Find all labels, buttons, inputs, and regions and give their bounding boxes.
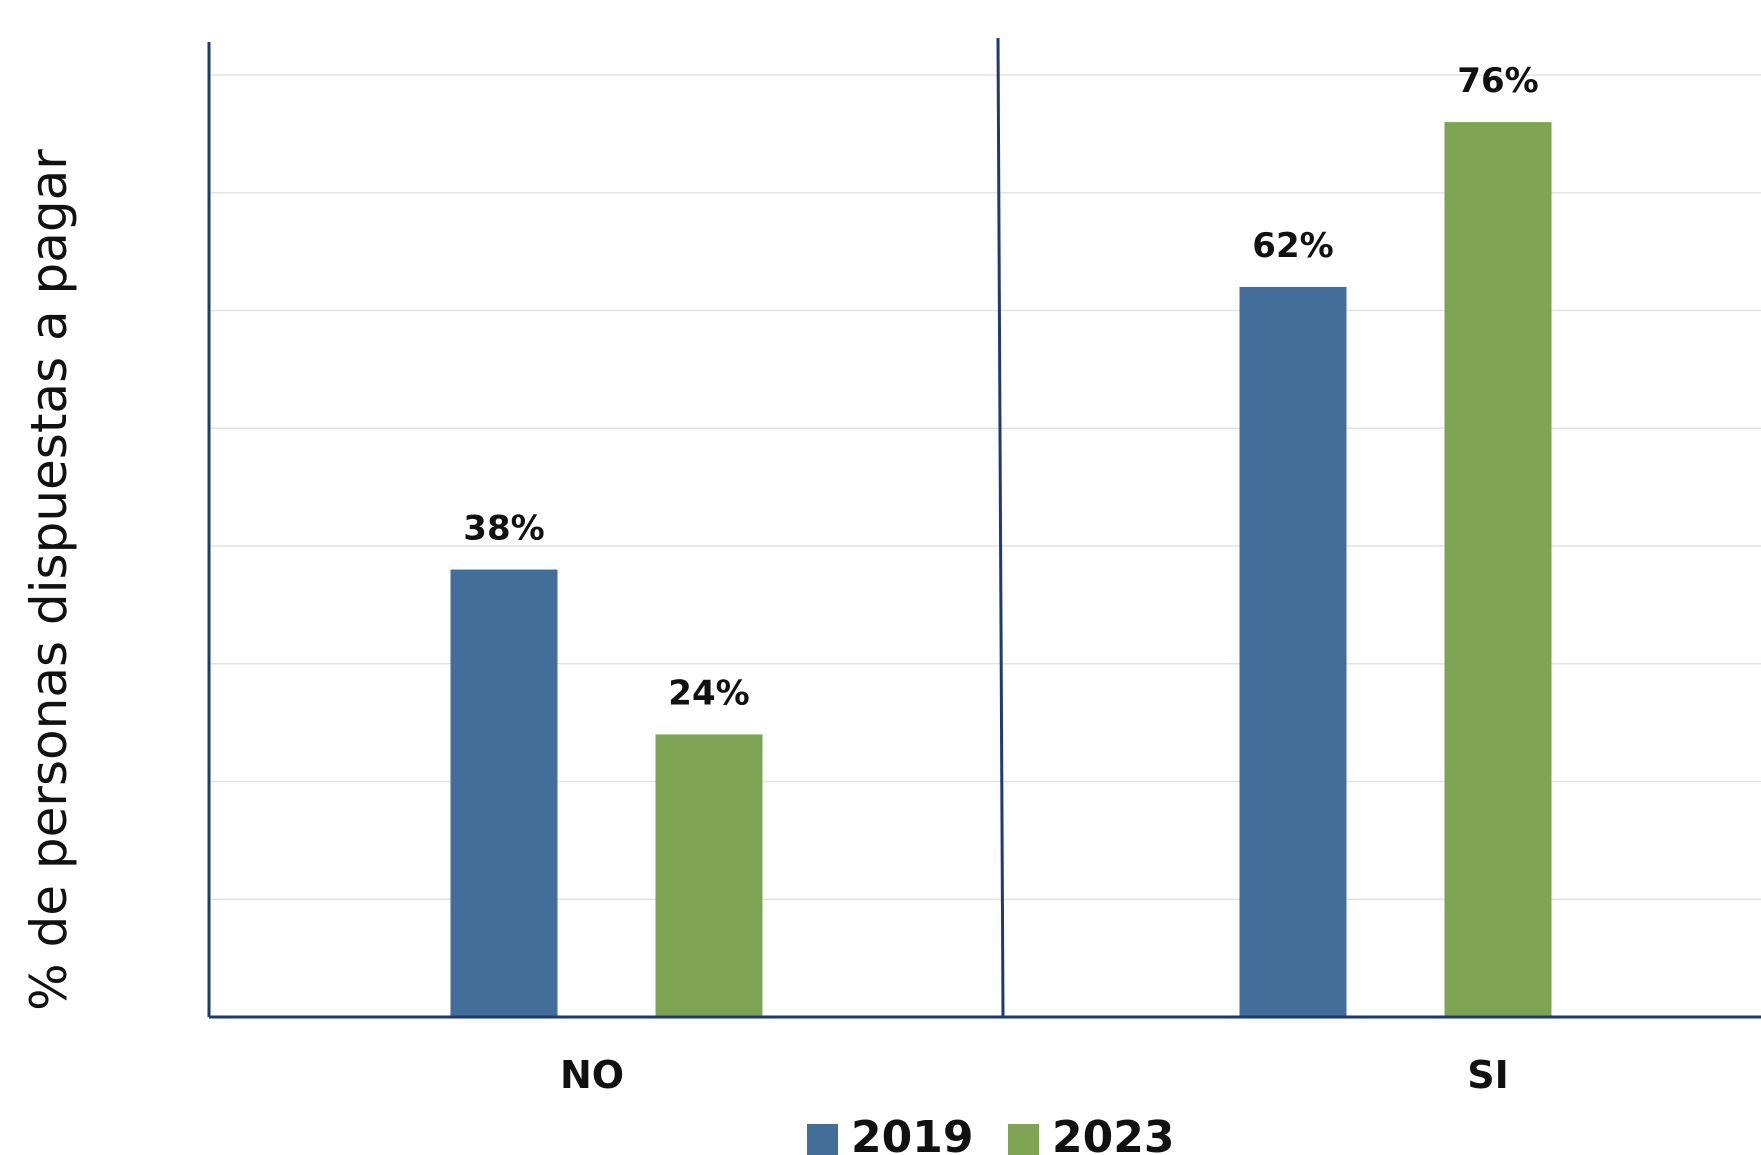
data-label-2023-no: 24% [668,673,749,713]
x-tick-label-no: NO [560,1053,624,1097]
x-tick-labels: NO SI [560,1053,1509,1097]
data-label-2023-si: 76% [1457,61,1538,101]
data-label-2019-no: 38% [463,509,544,549]
data-labels: 38% 62% 24% 76% [463,61,1538,713]
legend-label-2023: 2023 [1052,1112,1174,1155]
bar-2023-no [655,734,763,1017]
legend-swatch-2019 [807,1124,838,1155]
data-label-2019-si: 62% [1252,226,1333,266]
bar-2019-no [450,569,558,1017]
legend: 2019 2023 [807,1112,1174,1155]
bar-2023-si [1444,122,1552,1018]
axes [207,37,1761,1019]
legend-label-2019: 2019 [851,1112,973,1155]
bars [450,122,1552,1018]
category-divider-line [996,37,1005,1018]
legend-swatch-2023 [1008,1124,1039,1155]
bar-2019-si [1239,286,1347,1017]
y-axis-title: % de personas dispuestas a pagar [20,149,78,1011]
x-tick-label-si: SI [1467,1053,1509,1097]
